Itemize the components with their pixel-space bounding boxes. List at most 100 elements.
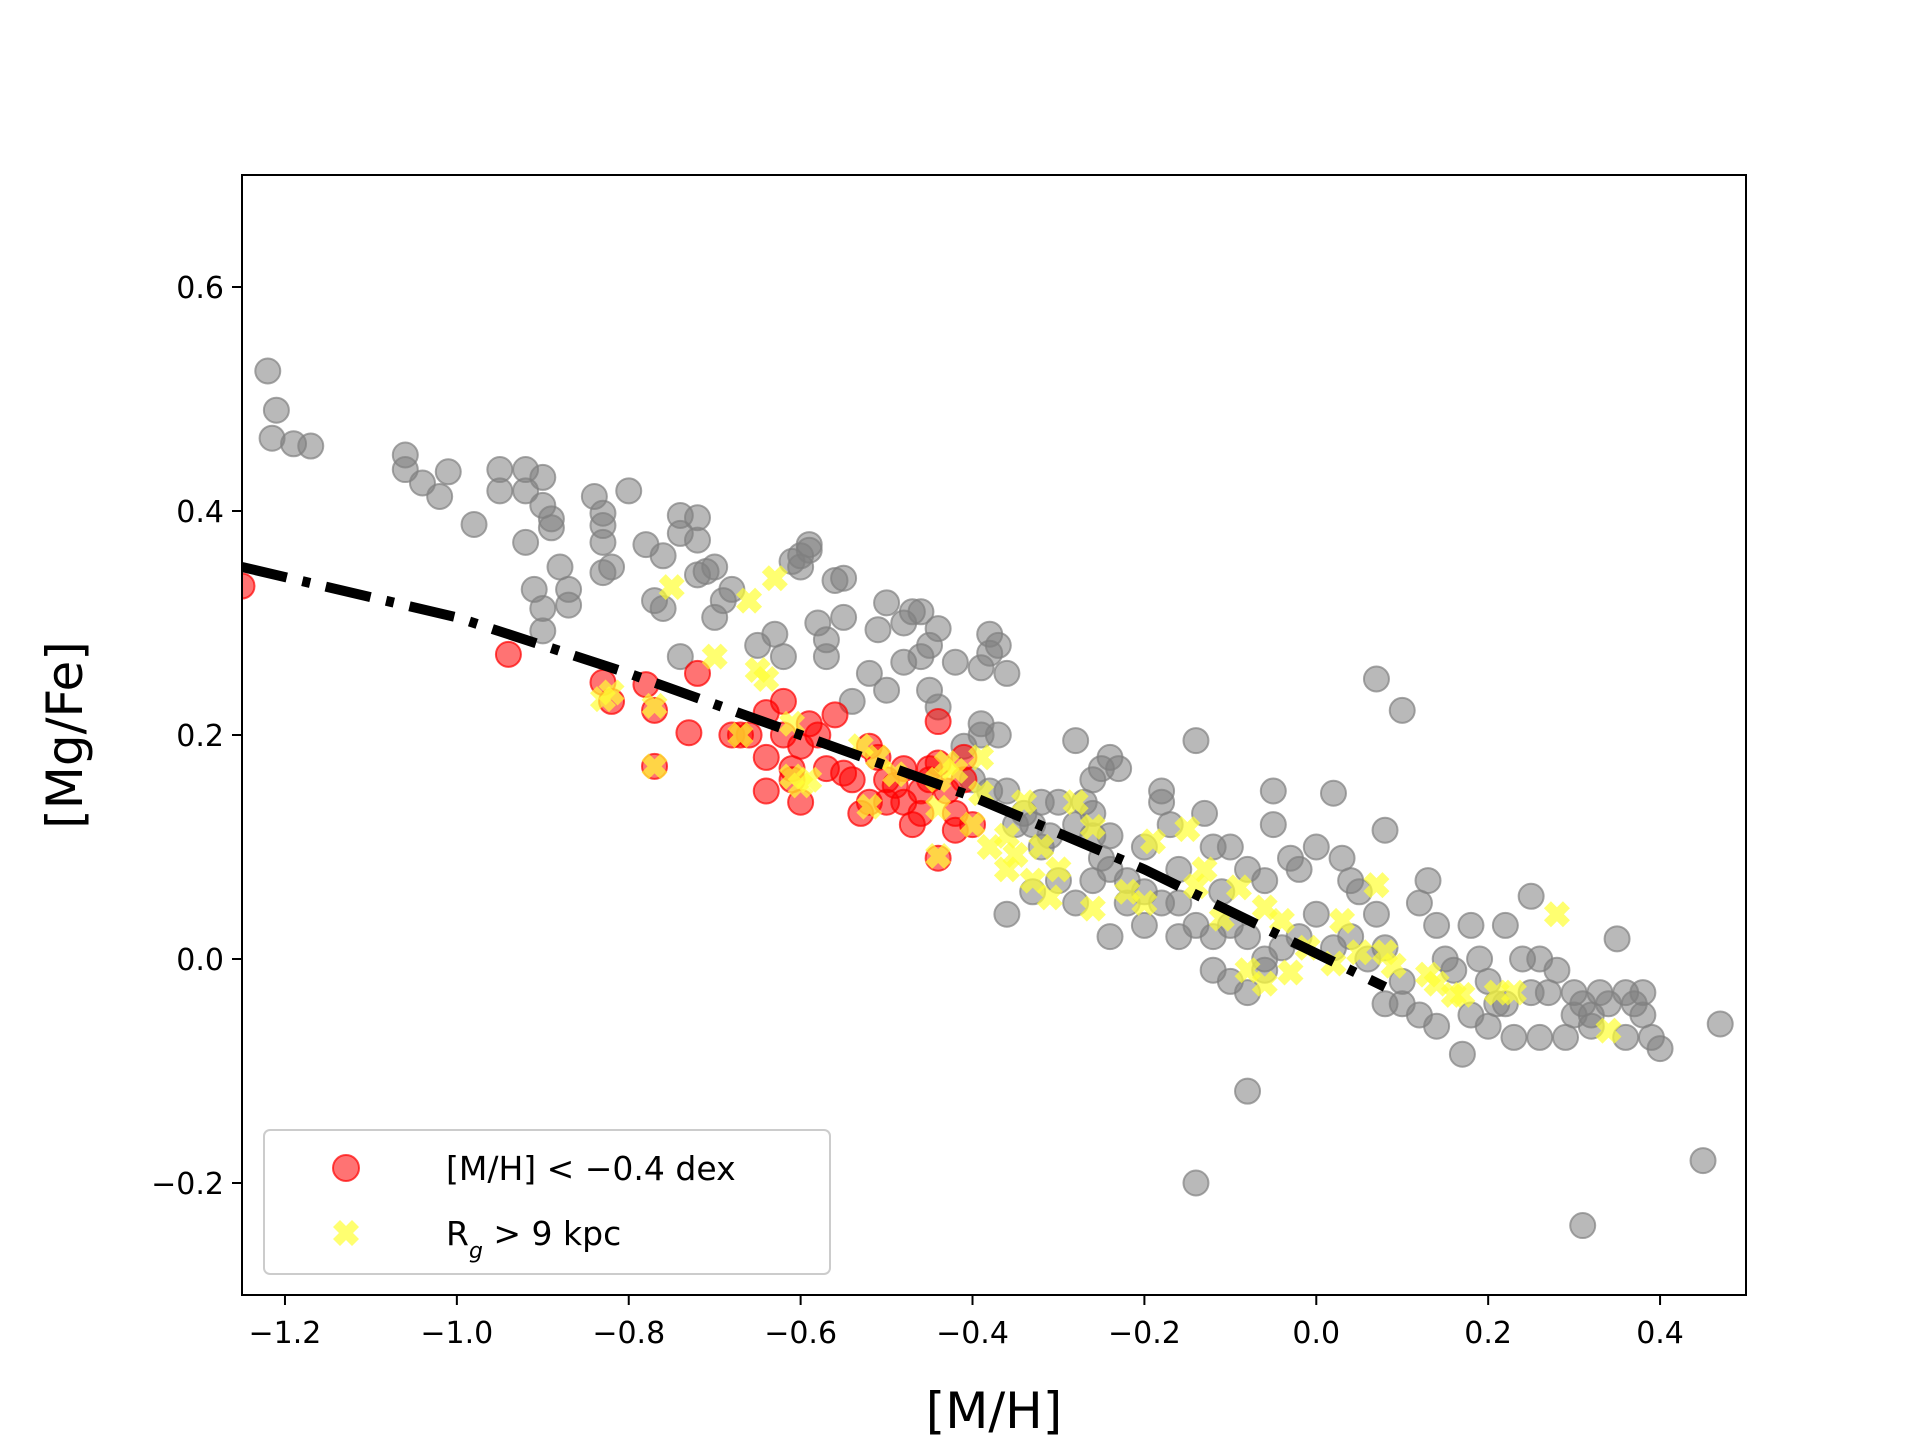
data-point — [1130, 911, 1158, 939]
data-point — [555, 591, 583, 619]
data-point — [262, 396, 290, 424]
data-point — [1448, 1040, 1476, 1068]
y-tick-label: 0.0 — [176, 943, 224, 978]
data-point — [890, 788, 918, 816]
data-point — [1405, 889, 1433, 917]
data-point — [778, 547, 806, 575]
data-point — [1689, 1147, 1717, 1175]
data-point — [1414, 867, 1442, 895]
data-point — [512, 528, 540, 556]
data-point — [649, 542, 677, 570]
data-point — [537, 514, 565, 542]
data-point — [1139, 828, 1166, 855]
data-point — [254, 357, 282, 385]
data-point — [924, 708, 952, 736]
x-tick-label: 0.4 — [1636, 1316, 1684, 1351]
data-point — [1569, 1212, 1597, 1240]
data-point — [1062, 789, 1089, 816]
data-point — [752, 777, 780, 805]
data-point — [1011, 789, 1038, 816]
data-point — [494, 640, 522, 668]
data-point — [1268, 907, 1295, 934]
series-layer — [242, 357, 1734, 1240]
y-axis-title: [Mg/Fe] — [36, 641, 94, 829]
data-point — [873, 589, 901, 617]
data-point — [1362, 665, 1390, 693]
data-point — [1019, 867, 1046, 894]
data-point — [993, 659, 1021, 687]
data-point — [1466, 945, 1494, 973]
data-point — [589, 559, 617, 587]
data-point — [1629, 1001, 1657, 1029]
data-point — [864, 744, 891, 771]
legend: [M/H] < −0.4 dex Rg > 9 kpc — [263, 1129, 831, 1275]
legend-frame — [263, 1129, 831, 1275]
x-tick-label: −1.2 — [249, 1316, 322, 1351]
data-point — [1285, 855, 1313, 883]
x-tick-label: −0.2 — [1108, 1316, 1181, 1351]
data-point — [641, 692, 668, 719]
data-point — [942, 757, 969, 784]
y-tick-label: 0.4 — [176, 495, 224, 530]
data-point — [1500, 1023, 1528, 1051]
data-point — [460, 510, 488, 538]
data-point — [1165, 923, 1193, 951]
data-point — [649, 594, 677, 622]
data-point — [873, 676, 901, 704]
x-tick-label: −1.0 — [420, 1316, 493, 1351]
data-point — [1319, 779, 1347, 807]
x-tick-label: −0.6 — [764, 1316, 837, 1351]
data-point — [1329, 907, 1356, 934]
x-tick-label: −0.8 — [592, 1316, 665, 1351]
data-point — [1380, 952, 1407, 979]
y-tick-label: 0.6 — [176, 271, 224, 306]
data-point — [1362, 900, 1390, 928]
data-point — [959, 811, 986, 838]
data-point — [1517, 882, 1545, 910]
data-point — [812, 643, 840, 671]
data-point — [615, 477, 643, 505]
data-point — [1079, 895, 1106, 922]
data-point — [1148, 788, 1176, 816]
legend-marker-outer — [333, 1220, 359, 1246]
data-point — [968, 744, 995, 771]
data-point — [1036, 884, 1063, 911]
data-point — [701, 553, 729, 581]
data-point — [1603, 925, 1631, 953]
data-point — [297, 432, 325, 460]
data-point — [1234, 1077, 1262, 1105]
data-point — [1096, 923, 1124, 951]
data-point — [1449, 981, 1476, 1008]
data-point — [752, 743, 780, 771]
data-point — [598, 679, 625, 706]
data-point — [1646, 1035, 1674, 1063]
data-point — [1045, 856, 1072, 883]
data-point — [1174, 816, 1201, 843]
data-point — [1595, 1017, 1622, 1044]
data-point — [796, 766, 823, 793]
data-point — [907, 598, 935, 626]
data-point — [1216, 833, 1244, 861]
data-point — [838, 766, 866, 794]
legend-label-metal-poor: [M/H] < −0.4 dex — [446, 1149, 736, 1188]
data-point — [683, 526, 711, 554]
data-point — [821, 701, 849, 729]
data-point — [753, 666, 780, 692]
data-point — [426, 482, 454, 510]
data-point — [1182, 1169, 1210, 1197]
data-point — [1423, 1012, 1451, 1040]
x-axis: −1.2 −1.0 −0.8 −0.6 −0.4 −0.2 0.0 0.2 0.4 — [249, 1295, 1684, 1351]
series-2 — [589, 565, 1622, 1044]
data-point — [925, 842, 952, 869]
data-point — [1346, 939, 1373, 966]
data-point — [1234, 923, 1262, 951]
data-point — [1457, 911, 1485, 939]
data-point — [1259, 811, 1287, 839]
data-point — [1423, 911, 1451, 939]
data-point — [546, 553, 574, 581]
data-point — [1079, 813, 1106, 840]
data-point — [967, 721, 995, 749]
data-point — [1543, 956, 1571, 984]
data-point — [675, 719, 703, 747]
data-point — [761, 620, 789, 648]
